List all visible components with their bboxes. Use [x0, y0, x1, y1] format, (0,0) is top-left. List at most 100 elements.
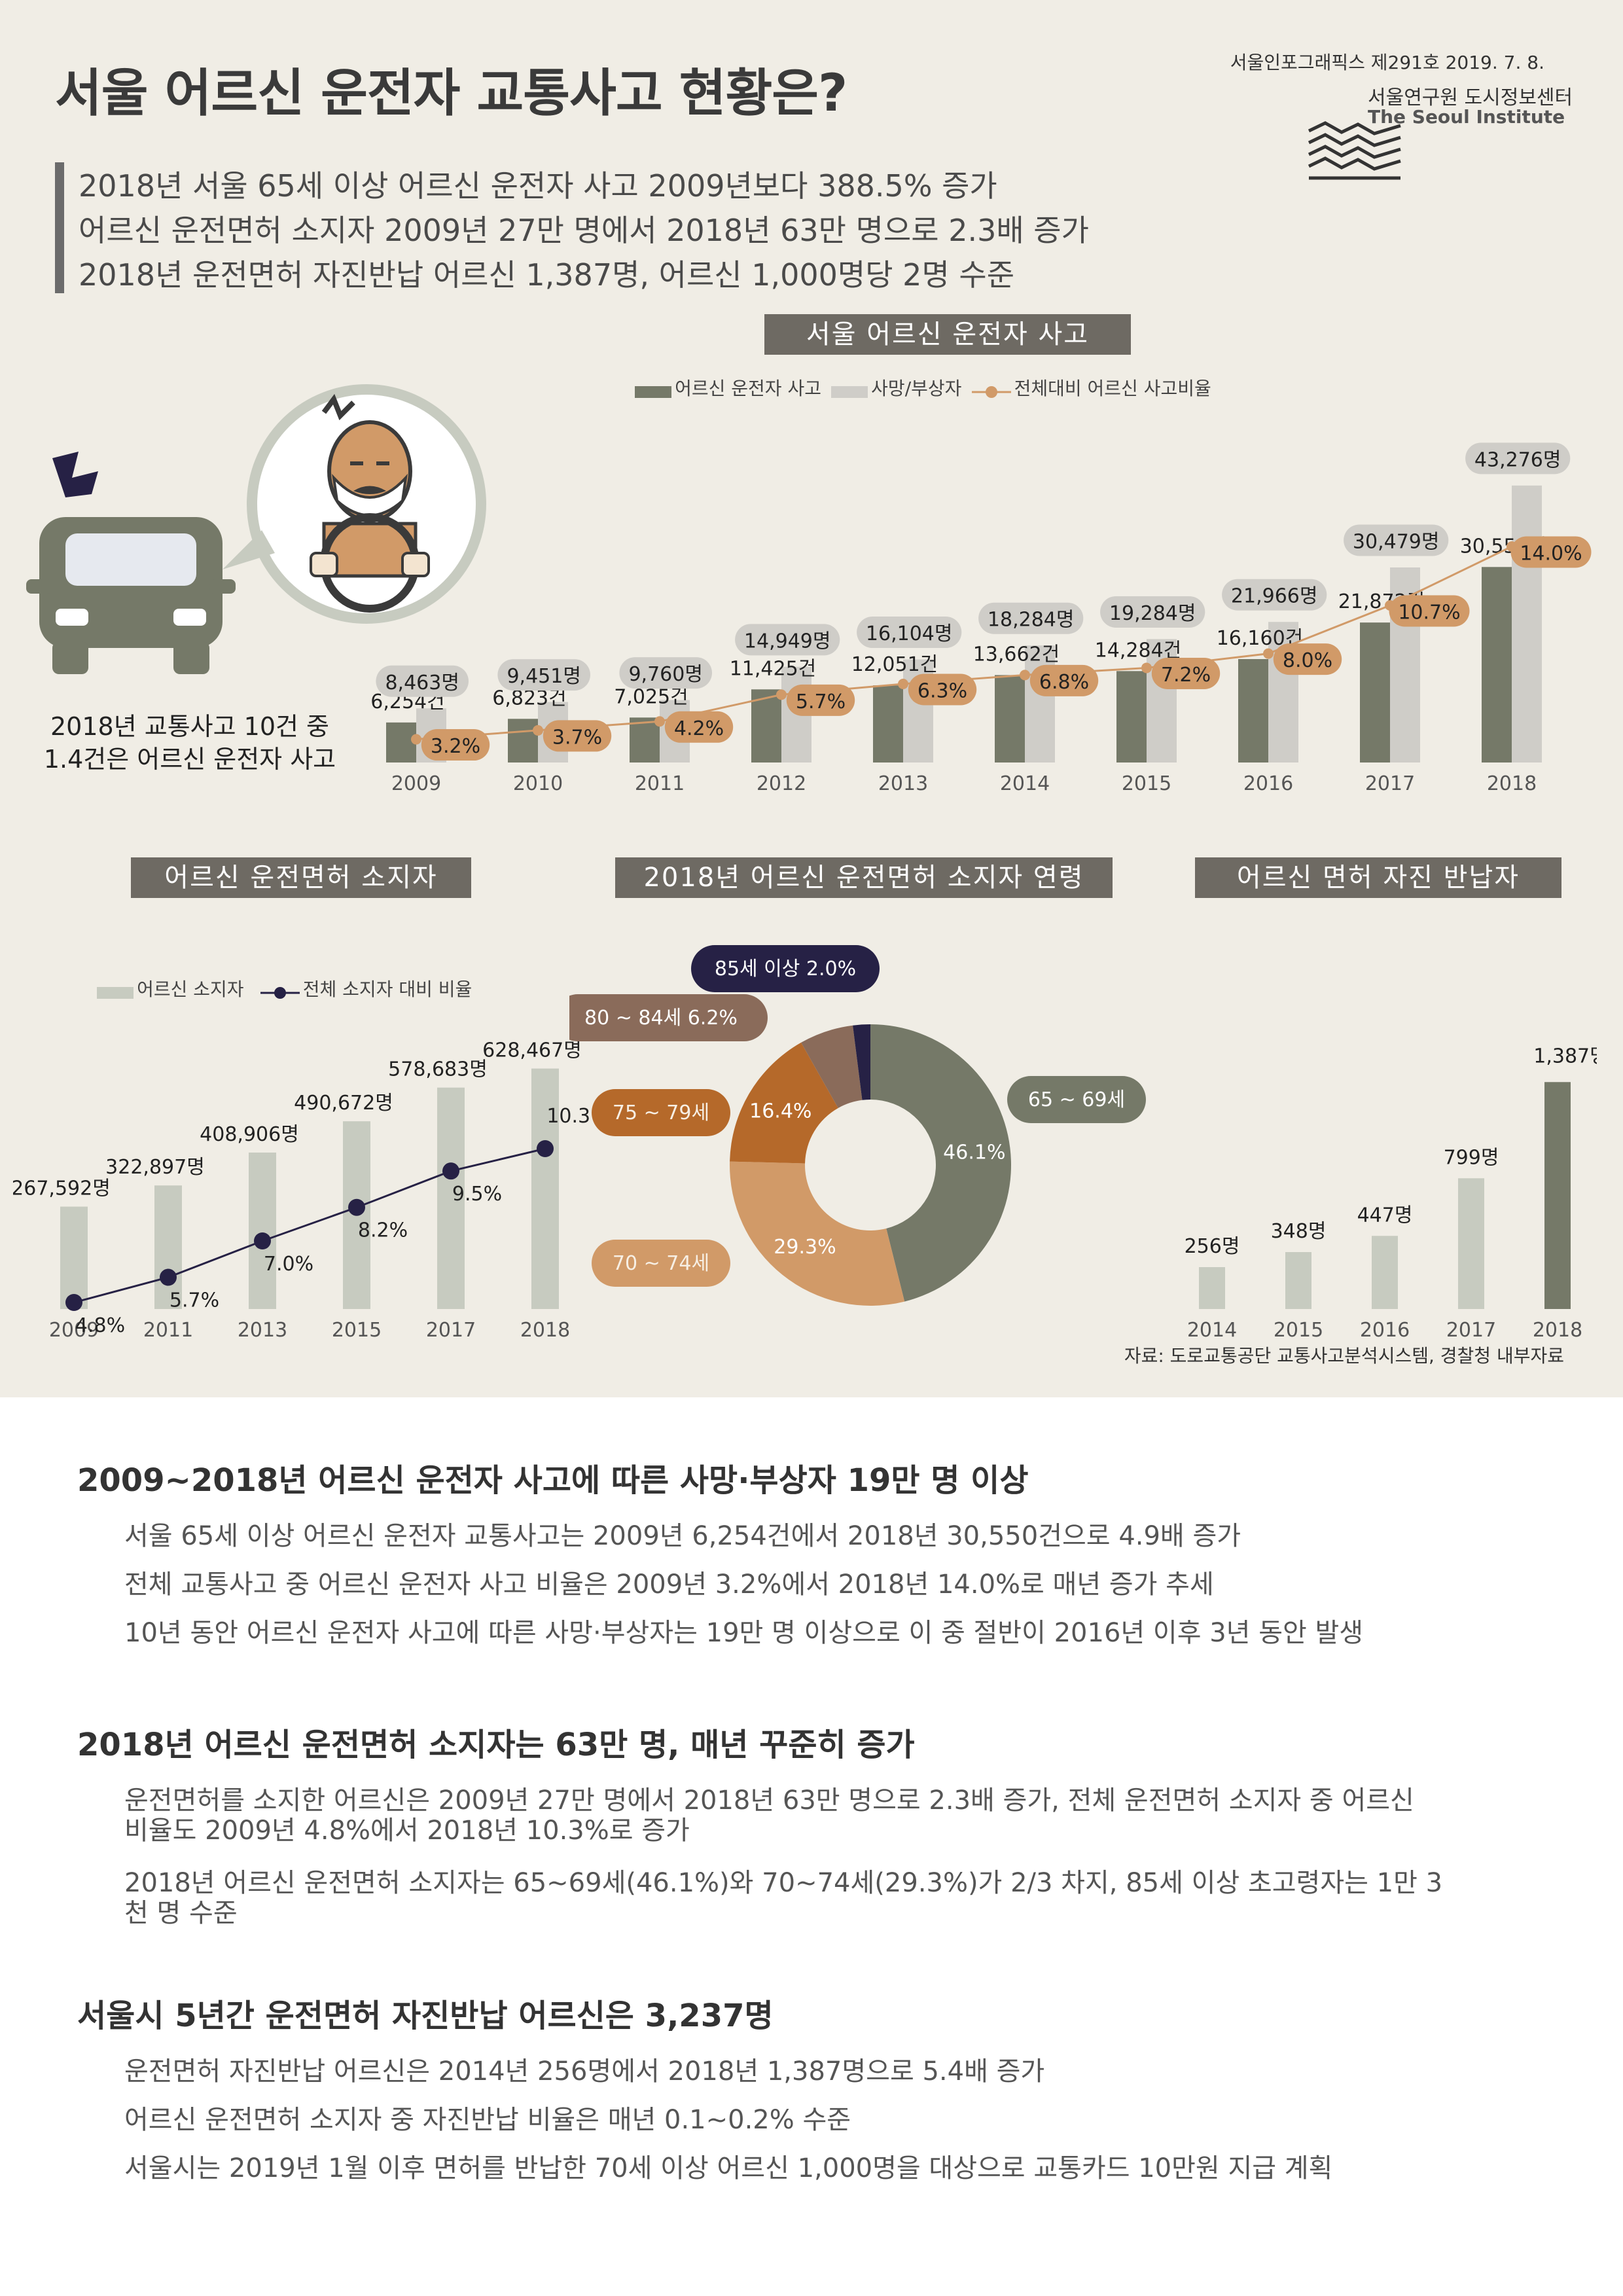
legend-licensees: 어르신 소지자 전체 소지자 대비 비율	[97, 975, 472, 1001]
data-label-ratio: 8.0%	[1283, 649, 1332, 672]
licensees-chart: 2009 267,592명 2011 322,897명 2013 408,906명 2015…	[13, 1039, 589, 1342]
section-heading: 2009~2018년 어르신 운전자 사고에 따른 사망·부상자 19만 명 이…	[77, 1462, 1029, 1499]
data-label-casualties: 18,284명	[988, 609, 1075, 632]
bar-licensees	[249, 1152, 276, 1309]
x-tick-label: 2017	[1446, 1319, 1496, 1342]
slice-value-label: 46.1%	[943, 1141, 1005, 1164]
x-tick-label: 2011	[635, 772, 685, 795]
x-tick-label: 2015	[332, 1319, 382, 1342]
data-label-ratio: 7.2%	[1161, 664, 1211, 687]
bar-accidents	[508, 719, 538, 762]
data-label-accidents: 13,662건	[973, 643, 1060, 666]
section-line: 10년 동안 어르신 운전자 사고에 따른 사망·부상자는 19만 명 이상으로…	[124, 1618, 1364, 1648]
bar-licensees	[60, 1206, 88, 1309]
legend-line-swatch	[971, 386, 1011, 398]
bar-returns	[1199, 1267, 1225, 1309]
x-tick-label: 2017	[1365, 772, 1415, 795]
slice-value-label: 16.4%	[749, 1100, 812, 1123]
data-label-casualties: 9,451명	[507, 665, 580, 688]
summary-line: 2018년 서울 65세 이상 어르신 운전자 사고 2009년보다 388.5…	[79, 168, 997, 204]
x-tick-label: 2015	[1122, 772, 1171, 795]
x-tick-label: 2018	[1533, 1319, 1582, 1342]
donut-slice	[870, 1024, 1011, 1302]
ratio-line	[416, 545, 1512, 741]
data-label-casualties-bg	[1344, 524, 1449, 556]
bar-accidents	[1238, 658, 1268, 762]
data-label-casualties: 30,479명	[1353, 530, 1440, 553]
section-heading: 2018년 어르신 운전면허 소지자는 63만 명, 매년 꾸준히 증가	[77, 1727, 915, 1763]
data-label-licensees: 578,683명	[388, 1058, 488, 1081]
data-label-casualties-bg	[978, 602, 1084, 634]
seoul-institute-logo	[1308, 121, 1401, 180]
data-label-casualties: 16,104명	[866, 622, 953, 645]
caption-line: 1.4건은 어르신 운전자 사고	[43, 745, 336, 774]
section-line: 천 명 수준	[124, 1898, 238, 1928]
section-line: 운전면허 자진반납 어르신은 2014년 256명에서 2018년 1,387명…	[124, 2056, 1045, 2087]
donut-slice	[730, 1161, 905, 1306]
age-pill-label: 70 ~ 74세	[613, 1252, 709, 1275]
ratio-point	[254, 1232, 271, 1249]
x-tick-label: 2013	[238, 1319, 287, 1342]
data-label-casualties-bg	[1465, 442, 1571, 475]
donut-slice	[853, 1024, 870, 1100]
data-label-returns: 799명	[1444, 1146, 1499, 1169]
age-pill-bg	[569, 994, 768, 1041]
slice-value-label: 29.3%	[774, 1236, 836, 1259]
data-label-ratio: 10.7%	[1398, 601, 1460, 624]
age-pill-label: 85세 이상 2.0%	[715, 958, 856, 980]
chart-title-licensees: 어르신 운전면허 소지자	[131, 857, 471, 898]
x-tick-label: 2016	[1243, 772, 1293, 795]
summary-line: 어르신 운전면허 소지자 2009년 27만 명에서 2018년 63만 명으로…	[79, 213, 1089, 248]
section-line: 운전면허를 소지한 어르신은 2009년 27만 명에서 2018년 63만 명…	[124, 1785, 1414, 1816]
donut-slice	[801, 1025, 863, 1108]
data-label-ratio-bg	[1273, 643, 1342, 675]
data-label-ratio-bg	[1029, 664, 1099, 696]
chart-title-accidents: 서울 어르신 운전자 사고	[764, 314, 1131, 355]
x-tick-label: 2009	[49, 1319, 99, 1342]
chart-title-age: 2018년 어르신 운전면허 소지자 연령	[615, 857, 1113, 898]
age-pill-bg	[691, 945, 880, 992]
bar-accidents	[630, 717, 660, 762]
legend-accidents: 어르신 운전자 사고 사망/부상자 전체대비 어르신 사고비율	[635, 374, 1211, 401]
data-label-ratio-bg	[421, 729, 490, 761]
legend-label: 전체대비 어르신 사고비율	[1014, 378, 1211, 399]
x-tick-label: 2018	[1487, 772, 1537, 795]
data-label-ratio: 3.2%	[431, 735, 480, 758]
chart-title-returns: 어르신 면허 자진 반납자	[1195, 857, 1561, 898]
section-heading: 서울시 5년간 운전면허 자진반납 어르신은 3,237명	[77, 1998, 774, 2034]
x-tick-label: 2018	[520, 1319, 570, 1342]
x-tick-label: 2017	[426, 1319, 476, 1342]
data-label-casualties-bg	[857, 617, 962, 649]
data-label-accidents: 12,051건	[851, 653, 938, 676]
returns-chart: 2014 256명 2015 348명 2016 447명 2017 799명 2018 1,38…	[1185, 1045, 1597, 1342]
data-label-ratio: 8.2%	[358, 1219, 408, 1242]
ratio-point	[442, 1162, 459, 1180]
data-label-accidents: 7,025건	[614, 685, 688, 708]
data-label-ratio: 7.0%	[264, 1253, 313, 1276]
data-label-returns: 447명	[1357, 1204, 1413, 1227]
legend-label: 전체 소지자 대비 비율	[302, 978, 473, 1000]
age-pill-label: 75 ~ 79세	[613, 1102, 709, 1124]
x-tick-label: 2013	[878, 772, 928, 795]
age-pill-label: 65 ~ 69세	[1028, 1088, 1125, 1111]
legend-swatch	[97, 986, 134, 999]
section-line: 서울 65세 이상 어르신 운전자 교통사고는 2009년 6,254건에서 2…	[124, 1521, 1241, 1551]
legend-line-swatch	[260, 986, 300, 999]
data-label-ratio-bg	[543, 720, 612, 752]
x-tick-label: 2010	[513, 772, 563, 795]
data-label-casualties-bg	[1222, 579, 1327, 611]
bar-licensees	[154, 1185, 182, 1309]
age-donut-chart: 46.1% 29.3% 16.4% 65 ~ 69세 70 ~ 74세 75 ~ 79세 8…	[569, 945, 1146, 1306]
data-label-licensees: 490,672명	[294, 1092, 393, 1115]
section-line: 어르신 운전면허 소지자 중 자진반납 비율은 매년 0.1~0.2% 수준	[124, 2105, 851, 2135]
ratio-point	[776, 689, 787, 700]
bar-casualties	[1512, 485, 1542, 762]
data-label-ratio: 9.5%	[452, 1183, 502, 1206]
bar-accidents	[1360, 622, 1390, 762]
ratio-point	[411, 734, 421, 745]
section-line: 2018년 어르신 운전면허 소지자는 65~69세(46.1%)와 70~74…	[124, 1868, 1443, 1898]
bar-returns	[1285, 1252, 1311, 1309]
data-label-ratio: 5.7%	[796, 691, 846, 713]
data-label-casualties: 21,966명	[1231, 585, 1318, 608]
series-info: 서울인포그래픽스 제291호 2019. 7. 8.	[1230, 52, 1544, 73]
